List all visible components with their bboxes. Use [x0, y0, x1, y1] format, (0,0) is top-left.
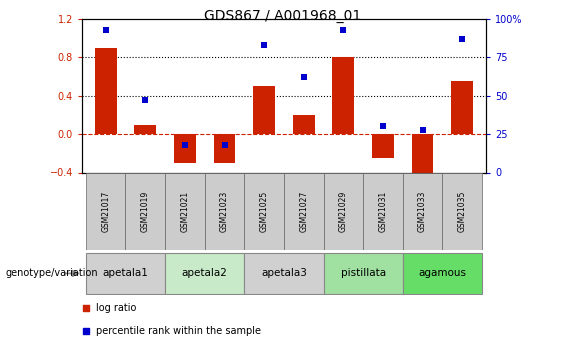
- Bar: [412, 134, 433, 172]
- Point: [81, 306, 90, 311]
- Text: percentile rank within the sample: percentile rank within the sample: [96, 326, 261, 336]
- Text: GSM21019: GSM21019: [141, 191, 150, 232]
- Point: [339, 27, 348, 32]
- Point: [220, 142, 229, 148]
- Bar: [86, 253, 165, 294]
- Text: GSM21029: GSM21029: [339, 191, 348, 232]
- Bar: [403, 253, 482, 294]
- Point: [101, 27, 110, 32]
- Text: pistillata: pistillata: [341, 268, 386, 278]
- Bar: [324, 172, 363, 250]
- Bar: [165, 172, 205, 250]
- Text: apetala1: apetala1: [103, 268, 149, 278]
- Point: [379, 124, 388, 129]
- Text: GSM21027: GSM21027: [299, 191, 308, 232]
- Text: GSM21021: GSM21021: [180, 191, 189, 232]
- Bar: [451, 81, 473, 134]
- Point: [81, 328, 90, 333]
- Text: GDS867 / A001968_01: GDS867 / A001968_01: [204, 9, 361, 23]
- Point: [180, 142, 189, 148]
- Point: [299, 75, 308, 80]
- Text: GSM21033: GSM21033: [418, 191, 427, 232]
- Bar: [293, 115, 315, 134]
- Text: GSM21025: GSM21025: [259, 191, 268, 232]
- Point: [418, 127, 427, 132]
- Text: GSM21035: GSM21035: [458, 191, 467, 232]
- Bar: [284, 172, 324, 250]
- Text: apetala2: apetala2: [182, 268, 228, 278]
- Point: [141, 98, 150, 103]
- Bar: [134, 125, 156, 134]
- Text: agamous: agamous: [418, 268, 466, 278]
- Text: GSM21031: GSM21031: [379, 191, 388, 232]
- Text: apetala3: apetala3: [261, 268, 307, 278]
- Bar: [174, 134, 196, 163]
- Point: [458, 36, 467, 42]
- Bar: [363, 172, 403, 250]
- Bar: [125, 172, 165, 250]
- Bar: [403, 172, 442, 250]
- Bar: [253, 86, 275, 134]
- Bar: [244, 172, 284, 250]
- Text: GSM21023: GSM21023: [220, 191, 229, 232]
- Bar: [324, 253, 403, 294]
- Bar: [332, 57, 354, 134]
- Text: GSM21017: GSM21017: [101, 191, 110, 232]
- Bar: [244, 253, 324, 294]
- Bar: [205, 172, 244, 250]
- Text: log ratio: log ratio: [96, 303, 136, 313]
- Bar: [214, 134, 236, 163]
- Bar: [442, 172, 482, 250]
- Bar: [165, 253, 244, 294]
- Bar: [95, 48, 116, 134]
- Bar: [372, 134, 394, 158]
- Text: genotype/variation: genotype/variation: [6, 268, 98, 278]
- Bar: [86, 172, 125, 250]
- Point: [259, 42, 268, 48]
